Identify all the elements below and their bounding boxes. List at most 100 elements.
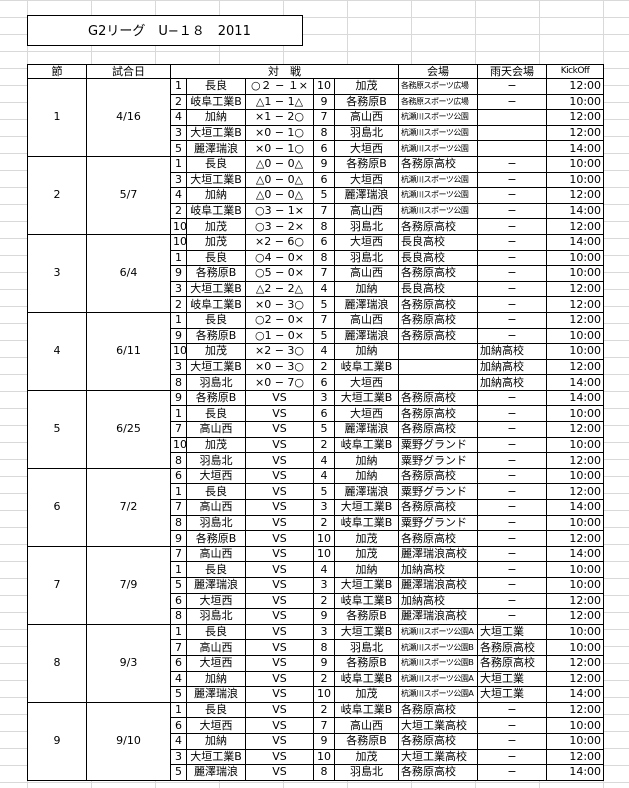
venue: 各務原高校 bbox=[398, 499, 479, 516]
home-team: 羽島北 bbox=[186, 608, 246, 625]
kickoff: 12:00 bbox=[546, 701, 605, 719]
away-team: 各務原B bbox=[333, 93, 400, 111]
venue: 杭瀬川スポーツ公園 bbox=[398, 187, 479, 204]
away-number: 9 bbox=[313, 93, 335, 111]
home-team: 岐阜工業B bbox=[186, 93, 246, 111]
score: VS bbox=[245, 452, 314, 469]
venue: 各務原高校 bbox=[398, 701, 479, 719]
score: △0 − 0△ bbox=[245, 155, 314, 173]
home-number: 6 bbox=[170, 717, 187, 734]
date-cell: 7/9 bbox=[86, 545, 171, 625]
score: VS bbox=[245, 405, 314, 423]
home-number: 5 bbox=[170, 764, 187, 781]
away-number: 7 bbox=[313, 265, 335, 282]
away-number: 7 bbox=[313, 202, 335, 220]
venue: 各務原高校 bbox=[398, 327, 479, 345]
match-row: 3 大垣工業B ×0 − 3○ 2 岐阜工業B 加納高校 12:00 bbox=[28, 358, 605, 376]
home-team: 高山西 bbox=[186, 639, 246, 656]
venue: 各務原スポーツ広場 bbox=[398, 78, 479, 95]
away-team: 羽島北 bbox=[333, 218, 400, 235]
score: VS bbox=[245, 686, 314, 703]
home-team: 長良 bbox=[186, 561, 246, 578]
home-number: 8 bbox=[170, 514, 187, 532]
score: VS bbox=[245, 732, 314, 750]
away-team: 大垣西 bbox=[333, 233, 400, 251]
away-number: 10 bbox=[313, 530, 335, 547]
away-number: 4 bbox=[313, 280, 335, 298]
score: VS bbox=[245, 499, 314, 516]
kickoff: 14:00 bbox=[546, 389, 605, 407]
venue: 各務原スポーツ広場 bbox=[398, 93, 479, 111]
home-number: 2 bbox=[170, 202, 187, 220]
score: ×2 − 6○ bbox=[245, 233, 314, 251]
home-number: 10 bbox=[170, 233, 187, 251]
kickoff: 10:00 bbox=[546, 249, 605, 267]
score: VS bbox=[245, 389, 314, 407]
rain-venue: − bbox=[477, 436, 548, 454]
round-cell: 5 bbox=[27, 389, 87, 469]
away-team: 加納 bbox=[333, 467, 400, 485]
schedule-table: 節 試合日 対 戦 会場 雨天会場 KickOff 1 4/16 1 長良 ○２ − １… bbox=[27, 64, 605, 781]
venue: 各務原高校 bbox=[398, 389, 479, 407]
home-team: 長良 bbox=[186, 155, 246, 173]
score: VS bbox=[245, 764, 314, 781]
rain-venue: 各務原高校 bbox=[477, 639, 548, 656]
venue: 各務原高校 bbox=[398, 732, 479, 750]
score: △2 − 2△ bbox=[245, 280, 314, 298]
away-team: 大垣西 bbox=[333, 374, 400, 391]
match-row: 9 各務原B ○5 − 0× 7 高山西 各務原高校 −10:00 bbox=[28, 265, 605, 282]
venue: 各務原高校 bbox=[398, 764, 479, 781]
away-team: 岐阜工業B bbox=[333, 670, 400, 688]
venue: 各務原高校 bbox=[398, 421, 479, 438]
score: VS bbox=[245, 670, 314, 688]
rain-venue: − bbox=[477, 389, 548, 407]
venue: 長良高校 bbox=[398, 280, 479, 298]
home-number: 9 bbox=[170, 530, 187, 547]
rain-venue bbox=[477, 140, 548, 157]
score: VS bbox=[245, 639, 314, 656]
away-number: 8 bbox=[313, 218, 335, 235]
kickoff: 12:00 bbox=[546, 358, 605, 376]
rain-venue: − bbox=[477, 327, 548, 345]
home-number: 1 bbox=[170, 623, 187, 641]
kickoff: 12:00 bbox=[546, 124, 605, 142]
away-number: 3 bbox=[313, 577, 335, 594]
score: ○3 − 1× bbox=[245, 202, 314, 220]
home-team: 加茂 bbox=[186, 343, 246, 360]
away-number: 6 bbox=[313, 405, 335, 423]
header-row: 節 試合日 対 戦 会場 雨天会場 KickOff bbox=[27, 64, 605, 79]
rain-venue: − bbox=[477, 78, 548, 95]
venue bbox=[398, 343, 479, 360]
kickoff: 12:00 bbox=[546, 109, 605, 126]
header-cell: 会場 bbox=[398, 64, 479, 79]
away-team: 岐阜工業B bbox=[333, 701, 400, 719]
away-team: 岐阜工業B bbox=[333, 514, 400, 532]
away-number: 2 bbox=[313, 436, 335, 454]
home-team: 高山西 bbox=[186, 545, 246, 563]
away-number: 2 bbox=[313, 514, 335, 532]
home-number: 3 bbox=[170, 358, 187, 376]
home-number: 9 bbox=[170, 327, 187, 345]
match-row: 2 岐阜工業B ○3 − 1× 7 高山西 杭瀬川スポーツ公園 −14:00 bbox=[28, 202, 605, 220]
away-team: 大垣西 bbox=[333, 140, 400, 157]
match-row: 1 4/16 1 長良 ○２ − １× 10 加茂 各務原スポーツ広場 −12:00 bbox=[27, 78, 605, 157]
away-team: 麗澤瑞浪 bbox=[333, 327, 400, 345]
kickoff: 10:00 bbox=[546, 265, 605, 282]
rain-venue: − bbox=[477, 421, 548, 438]
rain-venue: − bbox=[477, 717, 548, 734]
venue: 麗澤瑞浪高校 bbox=[398, 545, 479, 563]
venue: 大垣工業高校 bbox=[398, 748, 479, 766]
away-team: 大垣工業B bbox=[333, 389, 400, 407]
match-row: 8 羽島北 VS 9 各務原B 麗澤瑞浪高校 −12:00 bbox=[28, 608, 605, 625]
venue bbox=[398, 374, 479, 391]
venue: 麗澤瑞浪高校 bbox=[398, 577, 479, 594]
date-cell: 6/25 bbox=[86, 389, 171, 469]
rain-venue: − bbox=[477, 233, 548, 251]
away-team: 加茂 bbox=[333, 78, 400, 95]
kickoff: 12:00 bbox=[546, 608, 605, 625]
home-number: 6 bbox=[170, 592, 187, 610]
home-team: 加納 bbox=[186, 670, 246, 688]
home-team: 各務原B bbox=[186, 530, 246, 547]
away-team: 加納 bbox=[333, 452, 400, 469]
